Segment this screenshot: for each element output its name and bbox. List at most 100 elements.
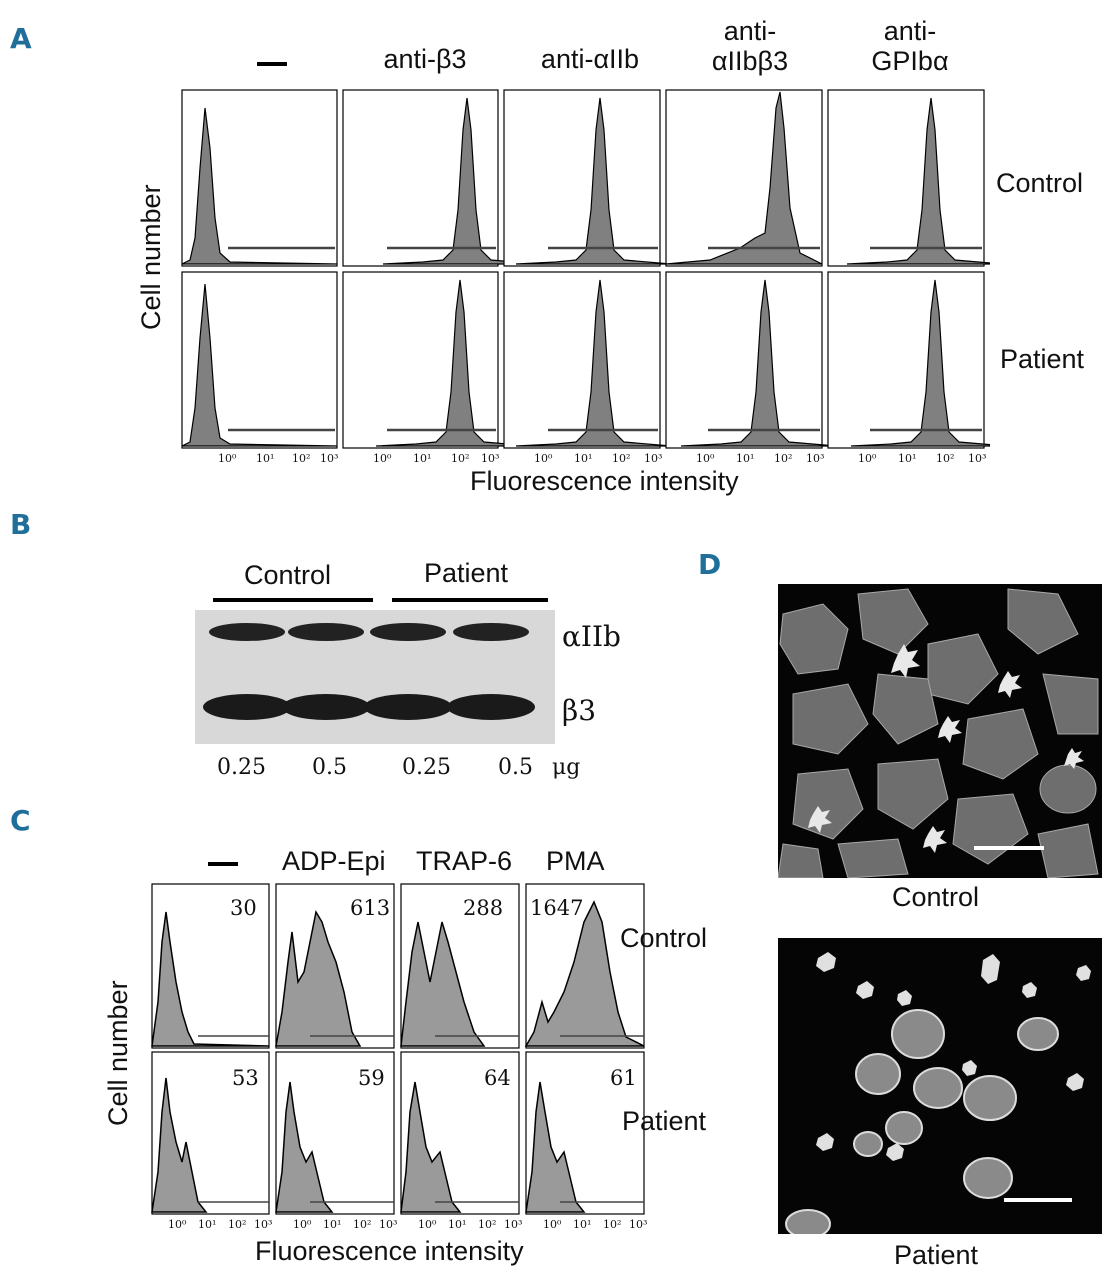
tick-c3-3: 10³ bbox=[504, 1218, 523, 1231]
hist-c-control-adp-epi bbox=[275, 883, 395, 1049]
hist-c-patient-trap-6 bbox=[400, 1051, 520, 1215]
tick-a5-0: 10⁰ bbox=[858, 452, 877, 465]
amount-3: 0.5 bbox=[498, 755, 533, 780]
tick-a2-3: 10³ bbox=[481, 452, 500, 465]
tick-c1-3: 10³ bbox=[254, 1218, 273, 1231]
tick-c2-3: 10³ bbox=[379, 1218, 398, 1231]
hist-c-patient-pma bbox=[525, 1051, 645, 1215]
western-blot bbox=[195, 598, 555, 744]
amount-2: 0.25 bbox=[402, 755, 451, 780]
tick-a3-0: 10⁰ bbox=[534, 452, 553, 465]
panel-c-row-control: Control bbox=[620, 923, 708, 953]
tick-a1-3: 10³ bbox=[320, 452, 339, 465]
panel-b-label: B bbox=[10, 508, 32, 541]
panel-a-row-control: Control bbox=[996, 168, 1084, 198]
amount-0: 0.25 bbox=[217, 755, 266, 780]
tick-a4-2: 10² bbox=[774, 452, 793, 465]
panel-a-header-anti-aiib: anti-αIIb bbox=[540, 44, 640, 74]
band-label-aiib: αIIb bbox=[562, 620, 621, 653]
tick-c4-1: 10¹ bbox=[573, 1218, 592, 1231]
panel-c-row-patient: Patient bbox=[622, 1106, 707, 1136]
tick-a5-2: 10² bbox=[936, 452, 955, 465]
panel-c-y-axis-label: Cell number bbox=[103, 980, 133, 1126]
hist-a-patient-anti-aiib bbox=[503, 271, 672, 449]
hist-a-patient-anti-aiibb3 bbox=[665, 271, 837, 449]
tick-a1-0: 10⁰ bbox=[218, 452, 237, 465]
tick-a4-0: 10⁰ bbox=[696, 452, 715, 465]
hist-c-control-trap-6 bbox=[400, 883, 520, 1049]
panel-a-header-anti-b3: anti-β3 bbox=[383, 44, 467, 74]
panel-c-label: C bbox=[10, 804, 31, 837]
panel-a-x-axis-label: Fluorescence intensity bbox=[470, 466, 739, 496]
panel-a-ticks: 10⁰ 10¹ 10² 10³ 10⁰ 10¹ 10² 10³ 10⁰ 10¹ … bbox=[180, 452, 990, 470]
panel-c-header-none bbox=[208, 862, 238, 866]
tick-c4-3: 10³ bbox=[629, 1218, 648, 1231]
tick-c4-2: 10² bbox=[603, 1218, 622, 1231]
tick-a3-2: 10² bbox=[612, 452, 631, 465]
tick-a5-3: 10³ bbox=[968, 452, 987, 465]
panel-a-y-axis-label: Cell number bbox=[136, 184, 166, 330]
panel-c-ticks: 10⁰ 10¹ 10² 10³ 10⁰ 10¹ 10² 10³ 10⁰ 10¹ … bbox=[150, 1218, 650, 1234]
panel-c-histogram-grid bbox=[151, 883, 645, 1215]
hist-c-control-pma bbox=[524, 883, 645, 1049]
tick-c4-0: 10⁰ bbox=[543, 1218, 562, 1231]
amount-1: 0.5 bbox=[312, 755, 347, 780]
panel-a-header-none bbox=[257, 62, 287, 66]
panel-d-label: D bbox=[698, 548, 722, 581]
amount-unit: μg bbox=[552, 755, 581, 780]
hist-a-control-anti-gpiba bbox=[827, 89, 990, 267]
mfi-control-trap-6: 288 bbox=[463, 896, 504, 920]
tick-c1-2: 10² bbox=[228, 1218, 247, 1231]
panel-c-header-adp-epi: ADP-Epi bbox=[282, 846, 386, 876]
tick-c1-1: 10¹ bbox=[198, 1218, 217, 1231]
micrograph-control bbox=[778, 584, 1102, 878]
tick-c2-0: 10⁰ bbox=[293, 1218, 312, 1231]
hist-a-control-anti-aiibb3 bbox=[665, 89, 823, 267]
tick-c3-0: 10⁰ bbox=[418, 1218, 437, 1231]
hist-c-patient-adp-epi bbox=[275, 1051, 395, 1215]
tick-c2-2: 10² bbox=[353, 1218, 372, 1231]
mfi-control-pma: 1647 bbox=[530, 896, 584, 920]
hist-a-patient-anti-gpiba bbox=[827, 271, 990, 449]
panel-c-header-pma: PMA bbox=[546, 846, 605, 876]
tick-a5-1: 10¹ bbox=[898, 452, 917, 465]
tick-a2-2: 10² bbox=[451, 452, 470, 465]
tick-a1-1: 10¹ bbox=[256, 452, 275, 465]
panel-a-row-patient: Patient bbox=[1000, 344, 1085, 374]
tick-c3-2: 10² bbox=[478, 1218, 497, 1231]
tick-a3-3: 10³ bbox=[644, 452, 663, 465]
micrograph-control-caption: Control bbox=[892, 882, 980, 912]
hist-c-control-none bbox=[151, 883, 270, 1049]
tick-a4-3: 10³ bbox=[806, 452, 825, 465]
tick-a2-0: 10⁰ bbox=[373, 452, 392, 465]
panel-c-x-axis-label: Fluorescence intensity bbox=[255, 1236, 524, 1266]
hist-a-patient-none bbox=[181, 271, 338, 449]
mfi-patient-adp-epi: 59 bbox=[358, 1066, 385, 1090]
panel-b-group-patient: Patient bbox=[424, 558, 509, 588]
tick-c1-0: 10⁰ bbox=[168, 1218, 187, 1231]
mfi-patient-trap-6: 64 bbox=[484, 1066, 511, 1090]
hist-a-control-anti-aiib bbox=[503, 89, 672, 267]
panel-a-label: A bbox=[10, 22, 32, 55]
mfi-patient-pma: 61 bbox=[610, 1066, 637, 1090]
mfi-control-none: 30 bbox=[230, 896, 257, 920]
micrograph-patient bbox=[778, 938, 1102, 1234]
tick-a4-1: 10¹ bbox=[736, 452, 755, 465]
band-label-b3: β3 bbox=[562, 694, 597, 727]
tick-a1-2: 10² bbox=[292, 452, 311, 465]
tick-c2-1: 10¹ bbox=[323, 1218, 342, 1231]
hist-a-control-none bbox=[181, 89, 338, 267]
panel-a-header-anti-gpiba: anti- GPIbα bbox=[871, 16, 949, 76]
micrograph-patient-caption: Patient bbox=[894, 1240, 979, 1270]
panel-a-histogram-grid bbox=[181, 89, 990, 449]
panel-c-header-trap-6: TRAP-6 bbox=[416, 846, 513, 876]
panel-b-group-control: Control bbox=[244, 560, 332, 590]
hist-c-patient-none bbox=[151, 1051, 270, 1215]
mfi-patient-none: 53 bbox=[232, 1066, 259, 1090]
mfi-control-adp-epi: 613 bbox=[350, 896, 391, 920]
tick-a3-1: 10¹ bbox=[574, 452, 593, 465]
panel-a-header-anti-aiibb3: anti- αIIbβ3 bbox=[711, 16, 789, 76]
hist-a-patient-anti-b3 bbox=[342, 271, 532, 449]
tick-c3-1: 10¹ bbox=[448, 1218, 467, 1231]
hist-a-control-anti-b3 bbox=[342, 89, 539, 267]
